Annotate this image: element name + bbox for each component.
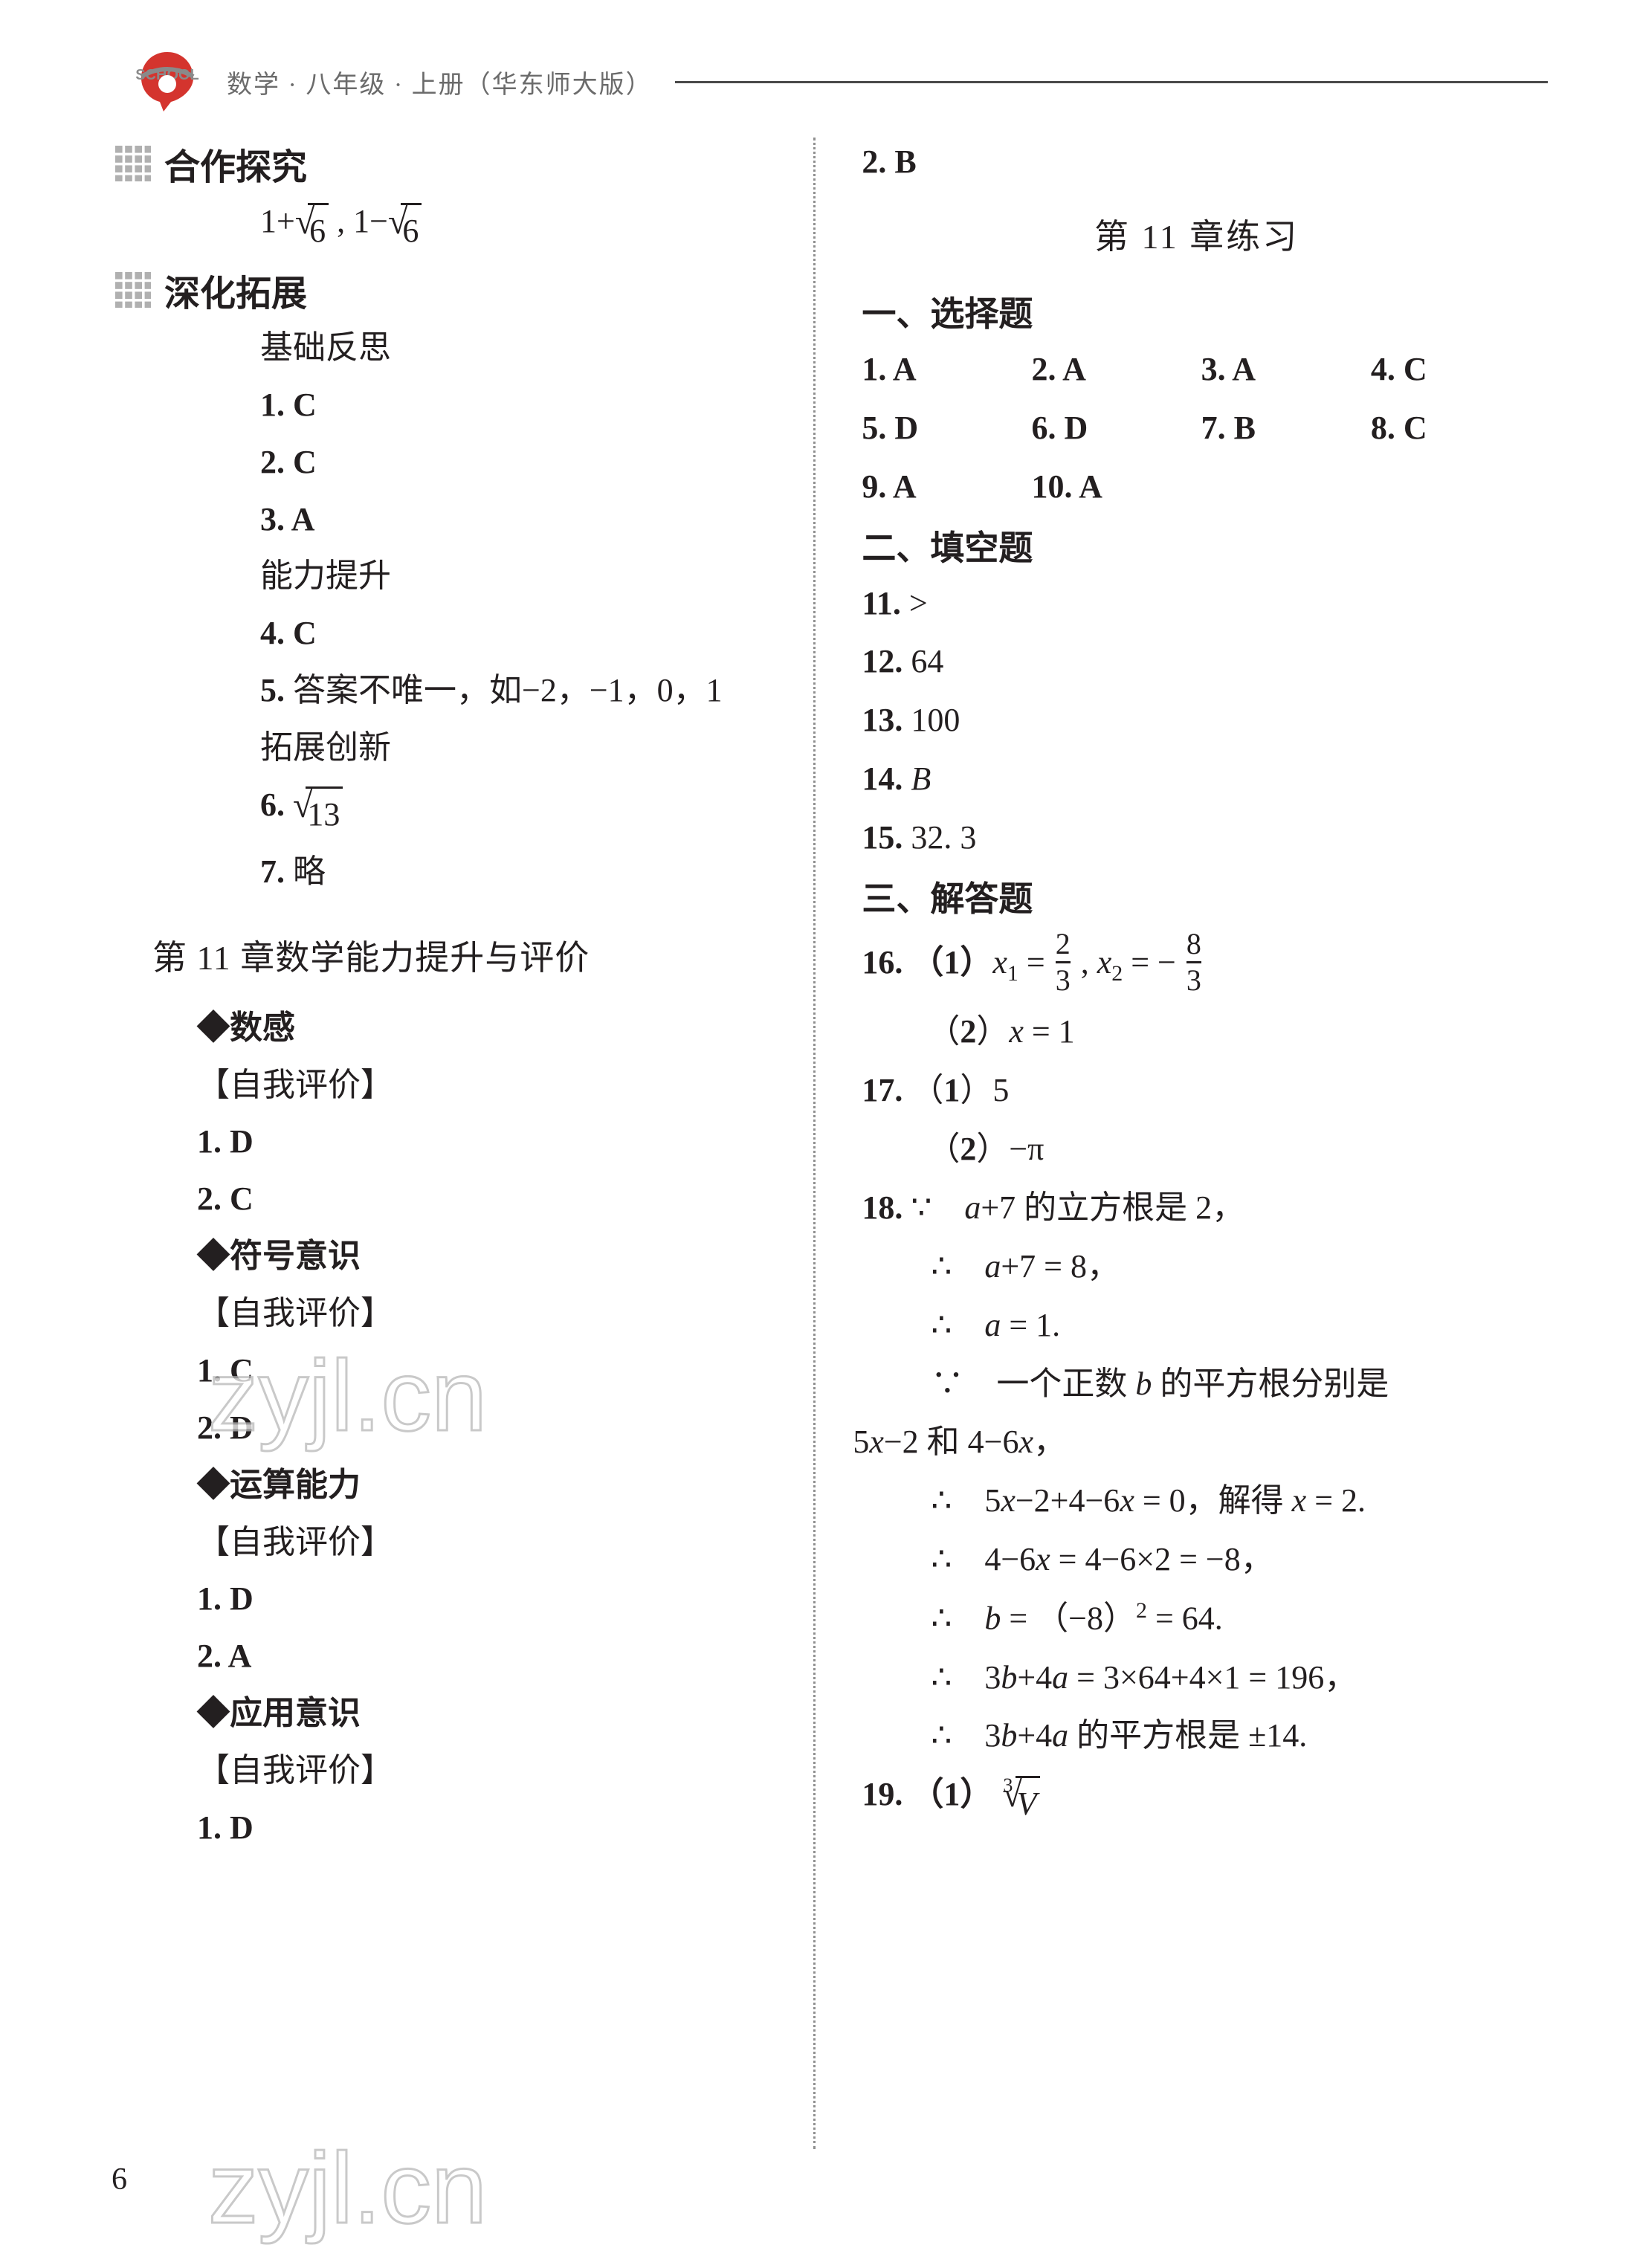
answer-line: ∴ 5x−2+4−6x = 0，解得 x = 2. [853,1476,1540,1526]
answer-line: 2. D [115,1403,784,1453]
answer-line: 1. D [115,1803,784,1853]
answer-line: ∴ a = 1. [853,1301,1540,1351]
left-column: 合作探究 1+√6 , 1−√6 深化拓展 基础反思 1. C 2. C 3. … [115,138,813,2149]
answer-line: 11. > [853,579,1540,629]
answer-line: 12. 64 [853,637,1540,687]
section-heading: 二、填空题 [862,521,1540,570]
chapter-title: 第 11 章数学能力提升与评价 [152,931,784,980]
answer-line: 2. C [115,1175,784,1224]
sub-section: 【自我评价】 [115,1518,784,1568]
answer-line: ∵ 一个正数 b 的平方根分别是 [853,1360,1540,1409]
answer-line: 5. 答案不唯一，如−2，−1，0，1 [115,666,784,716]
answer-line: 2. B [853,138,1540,187]
page-number: 6 [112,2162,127,2197]
sub-section: 【自我评价】 [115,1289,784,1339]
answer-line: 1. C [115,1346,784,1396]
answer-line: 18. ∵ a+7 的立方根是 2， [853,1183,1540,1233]
answer-line: 1+√6 , 1−√6 [115,197,784,256]
answer-line: ∴ 3b+4a 的平方根是 ±14. [853,1711,1540,1761]
right-column: 2. B 第 11 章练习 一、选择题 1. A2. A3. A4. C 5. … [813,138,1540,2149]
sub-section: ◆运算能力 [115,1461,784,1511]
sub-section: 拓展创新 [115,723,784,773]
answer-line: ∴ 4−6x = 4−6×2 = −8， [853,1535,1540,1585]
answer-line: 15. 32. 3 [853,813,1540,863]
sub-section: 基础反思 [115,323,784,373]
answer-line: 19. （1）3√V [853,1770,1540,1829]
chapter-title: 第 11 章练习 [853,210,1540,259]
answer-line: 2. C [115,438,784,488]
section-title: 深化拓展 [164,264,307,316]
sub-section: ◆数感 [115,1004,784,1053]
school-badge-icon: SCHOOL [119,48,216,115]
answer-row: 5. D6. D7. B8. C [853,404,1540,453]
answer-line: 7. 略 [115,847,784,897]
answer-line: ∴ a+7 = 8， [853,1242,1540,1292]
answer-line: 2. A [115,1632,784,1681]
answer-line: ∴ 3b+4a = 3×64+4×1 = 196， [853,1653,1540,1703]
answer-line: 17. （1）5 [853,1066,1540,1116]
answer-line: 13. 100 [853,696,1540,746]
answer-line: 3. A [115,495,784,545]
sub-section: 【自我评价】 [115,1061,784,1111]
answer-line: 1. D [115,1574,784,1624]
answer-line: 1. D [115,1117,784,1167]
answer-line: （2）−π [853,1125,1540,1175]
section-title: 合作探究 [164,138,307,190]
answer-line: 6. √13 [115,781,784,840]
grid-icon [115,272,151,308]
answer-line: 4. C [115,609,784,659]
grid-icon [115,146,151,181]
header-rule [675,81,1548,83]
answer-row: 1. A2. A3. A4. C [853,345,1540,395]
sub-section: 能力提升 [115,552,784,601]
sub-section: ◆符号意识 [115,1232,784,1282]
answer-line: 16. （1）x1 = 23 , x2 = − 83 [853,930,1540,998]
section-heading: 一、选择题 [862,287,1540,336]
sub-section: ◆应用意识 [115,1689,784,1739]
answer-line: （2）x = 1 [853,1007,1540,1057]
answer-line: 5x−2 和 4−6x， [853,1418,1540,1467]
answer-row: 9. A10. A [853,462,1540,512]
answer-line: 14. B [853,755,1540,804]
section-heading: 三、解答题 [862,872,1540,921]
answer-line: 1. C [115,381,784,430]
sub-section: 【自我评价】 [115,1746,784,1796]
header-text: 数学 · 八年级 · 上册（华东师大版） [227,64,653,100]
answer-line: ∴ b = （−8）2 = 64. [853,1594,1540,1644]
